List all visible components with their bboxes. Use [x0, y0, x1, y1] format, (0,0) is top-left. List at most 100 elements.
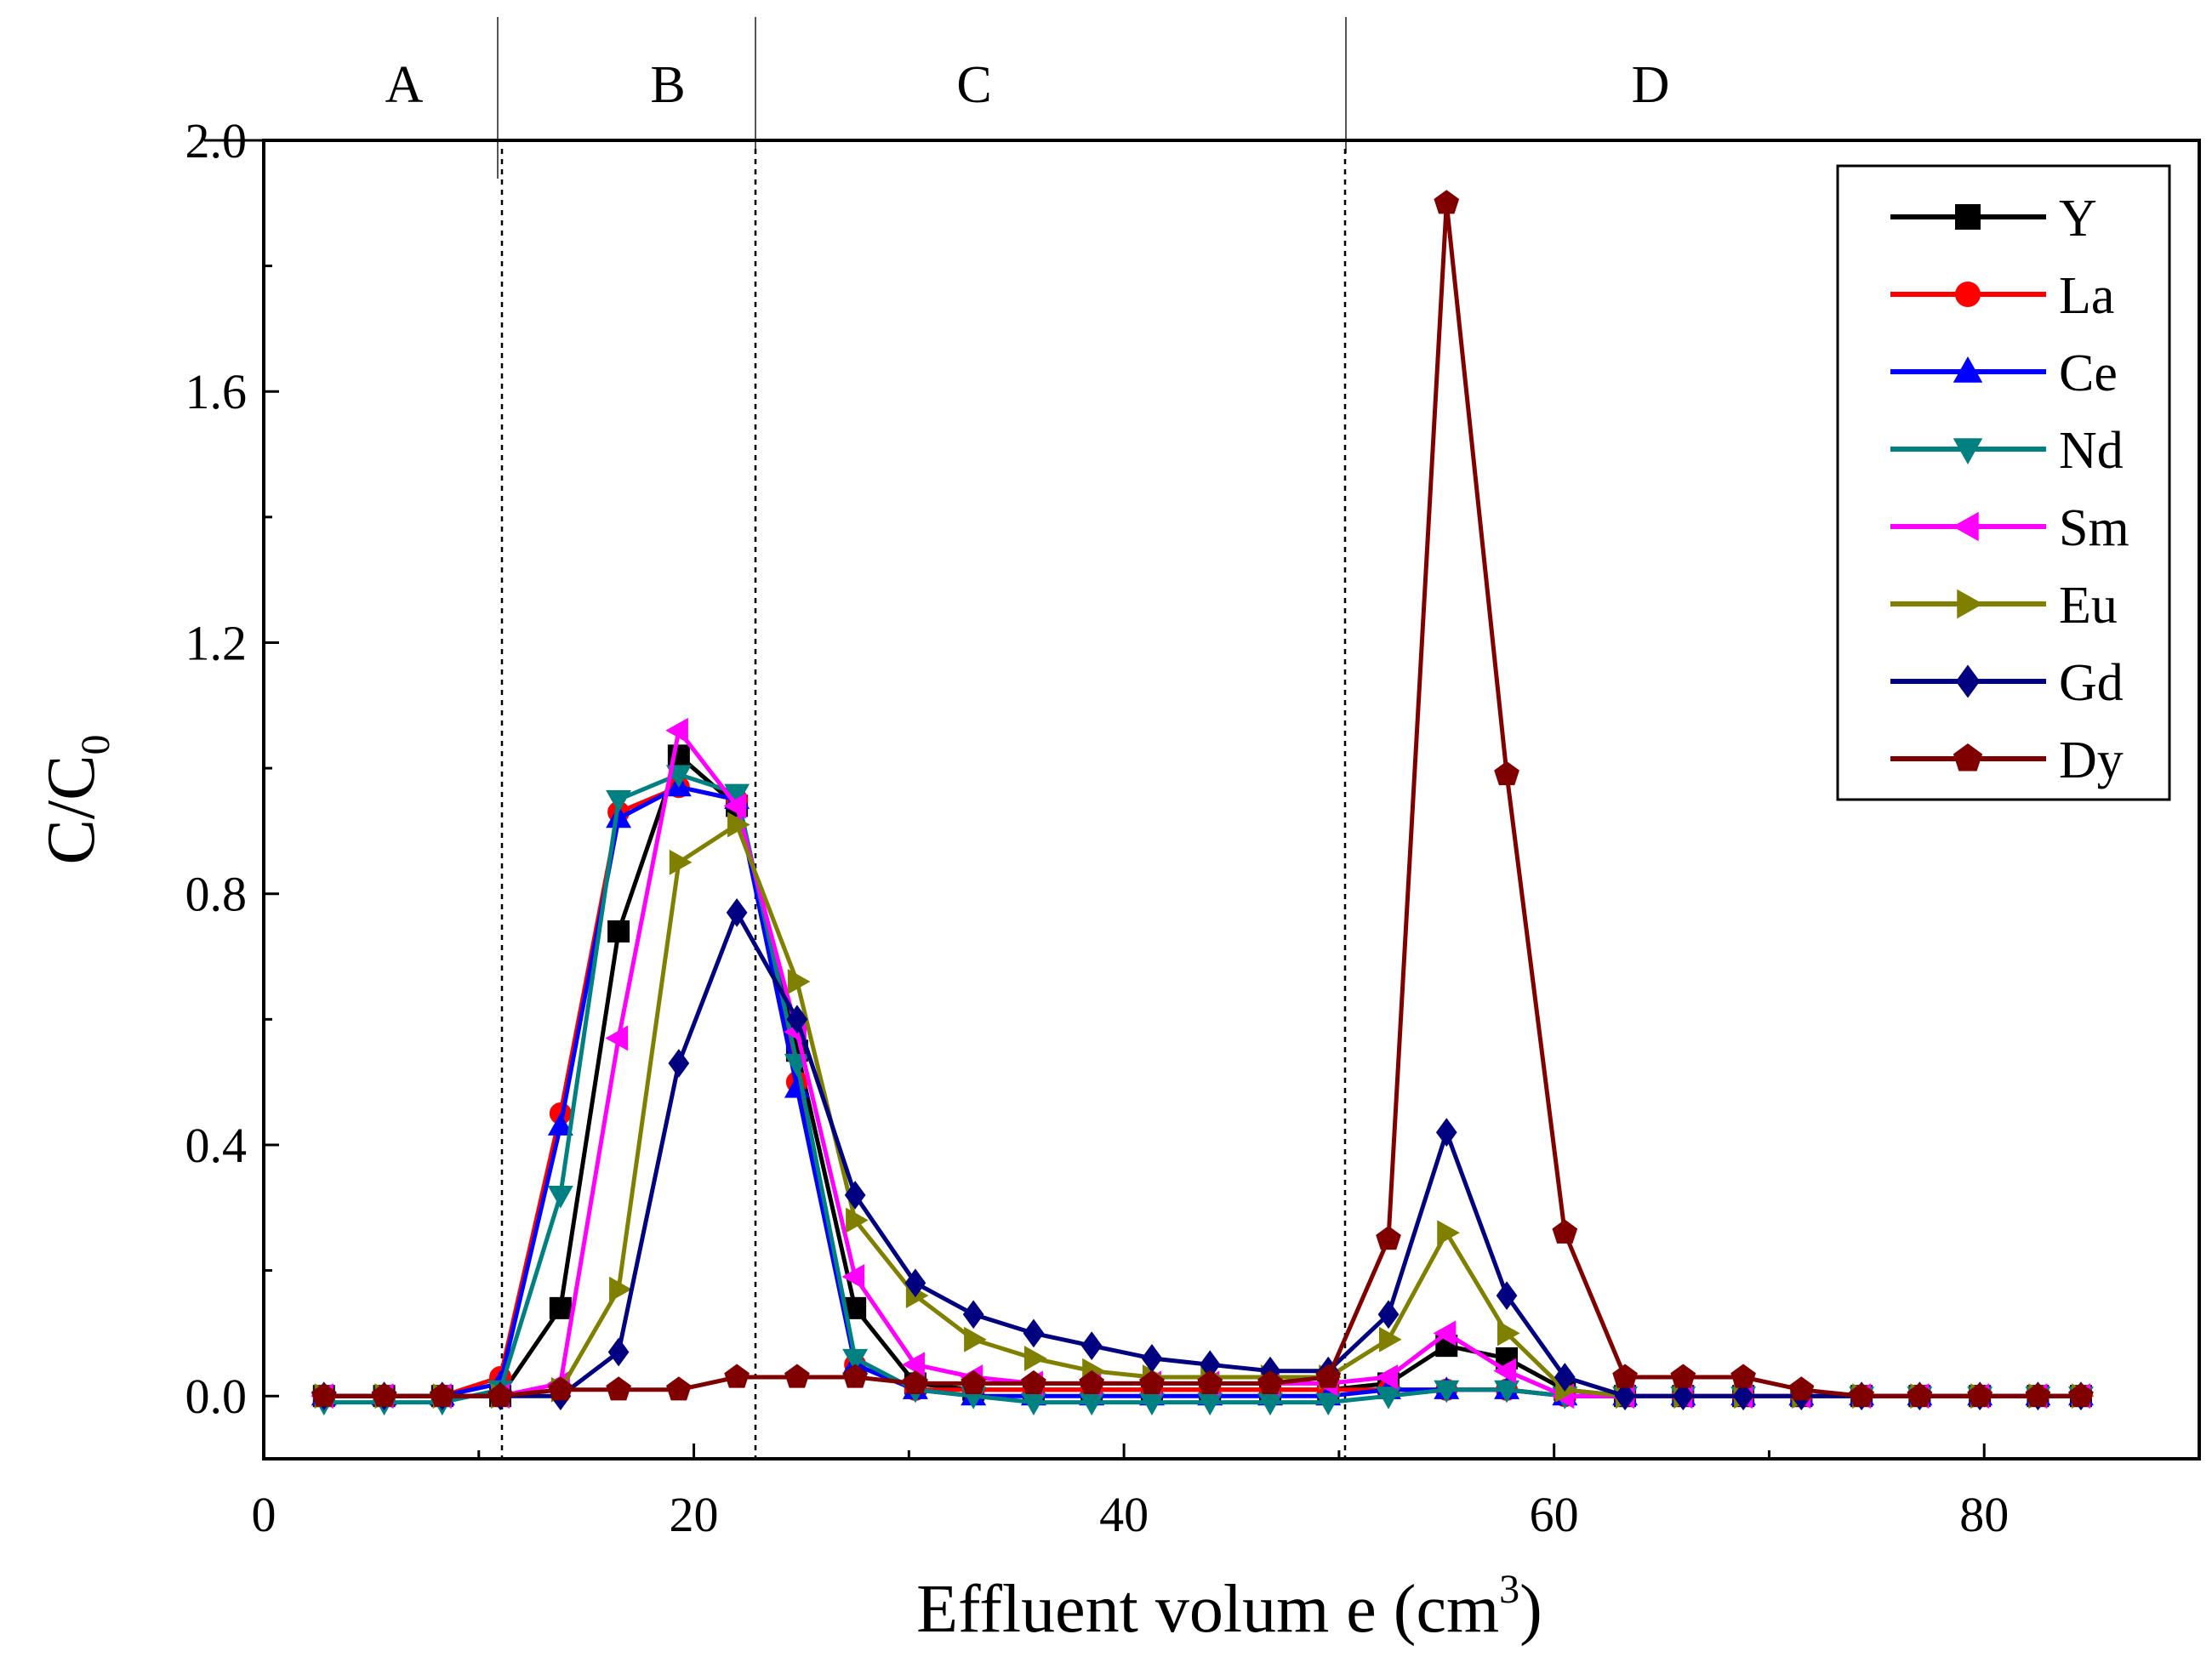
legend-marker [1953, 356, 1983, 383]
data-point-dy [1079, 1369, 1105, 1395]
x-tick-label: 60 [1530, 1487, 1579, 1542]
data-point-dy [1788, 1376, 1815, 1401]
legend: Y La Ce Nd Sm Eu Gd Dy [1836, 164, 2171, 801]
data-point-dy [1494, 760, 1519, 786]
legend-marker [1955, 664, 1981, 698]
data-point-dy [903, 1369, 928, 1395]
legend-marker [1955, 204, 1981, 230]
data-point-eu [727, 811, 750, 838]
data-point-nd [547, 1185, 573, 1209]
region-label-d: D [1632, 56, 1670, 114]
data-point-eu [609, 1276, 632, 1302]
data-point-sm [1375, 1364, 1399, 1390]
data-point-ce [547, 1113, 573, 1136]
data-point-gd [1672, 1381, 1694, 1411]
legend-item-ce: Ce [1890, 344, 2118, 402]
data-point-dy [1139, 1369, 1165, 1395]
data-point-dy [1376, 1226, 1401, 1250]
data-point-gd [726, 897, 748, 927]
data-point-nd [1079, 1392, 1105, 1416]
legend-label: La [2059, 267, 2114, 325]
x-tick-label: 40 [1099, 1487, 1149, 1542]
x-axis-title-sup: 3 [1499, 1567, 1519, 1612]
region-label-b: B [650, 56, 685, 114]
data-point-dy [784, 1364, 810, 1388]
data-point-gd [844, 1181, 866, 1210]
data-point-sm [1493, 1358, 1517, 1384]
x-axis-title: Effluent volum e (cm3) [916, 1567, 1542, 1647]
data-point-dy [429, 1382, 455, 1407]
data-point-dy [961, 1369, 987, 1395]
data-point-dy [1434, 190, 1460, 214]
data-point-gd [786, 1005, 808, 1034]
legend-marker [1953, 511, 1979, 542]
legend-label: Sm [2059, 499, 2129, 557]
legend-label: Dy [2059, 732, 2124, 789]
data-point-dy [1730, 1364, 1756, 1388]
data-point-gd [1496, 1281, 1518, 1310]
data-point-dy [487, 1382, 513, 1407]
data-point-ce [606, 805, 632, 828]
y-tick-label: 2.0 [185, 113, 248, 168]
data-point-dy [1257, 1369, 1283, 1395]
legend-label: Y [2059, 190, 2097, 248]
y-tick-label: 1.6 [185, 364, 248, 419]
data-point-dy [1670, 1364, 1696, 1388]
data-point-sm [605, 1025, 629, 1051]
legend-label: Nd [2059, 422, 2124, 480]
data-point-sm [665, 717, 688, 743]
data-point-gd [1023, 1318, 1045, 1348]
data-point-dy [371, 1382, 397, 1407]
x-tick-label: 80 [1959, 1487, 2009, 1542]
x-tick-label: 20 [670, 1487, 719, 1542]
data-point-dy [547, 1376, 573, 1401]
data-point-sm [723, 793, 747, 819]
data-point-gd [1199, 1350, 1221, 1380]
data-point-eu [1378, 1326, 1402, 1352]
data-point-gd [1377, 1300, 1400, 1330]
data-point-nd [1494, 1380, 1520, 1404]
data-point-gd [962, 1300, 984, 1330]
data-point-gd [1554, 1363, 1576, 1392]
region-label-c: C [956, 56, 991, 114]
data-point-dy [1849, 1382, 1874, 1407]
y-tick-label: 0.8 [185, 867, 248, 922]
data-point-eu [1437, 1220, 1460, 1246]
data-point-gd [904, 1268, 926, 1298]
legend-item-dy: Dy [1890, 732, 2124, 789]
series-layer [311, 190, 2095, 1416]
data-point-gd [668, 1049, 690, 1078]
data-point-eu [964, 1326, 987, 1352]
data-point-nd [724, 783, 750, 807]
x-axis-title-close: ) [1519, 1572, 1542, 1647]
data-point-eu [1497, 1320, 1520, 1347]
legend-item-y: Y [1890, 190, 2097, 248]
data-point-nd [1257, 1392, 1283, 1416]
y-axis-title-sub: 0 [73, 735, 118, 755]
data-point-dy [1021, 1369, 1046, 1395]
data-point-gd [1614, 1381, 1636, 1411]
data-point-gd [1435, 1118, 1457, 1147]
data-point-dy [606, 1376, 631, 1401]
y-axis-title-main: C/C [34, 755, 109, 865]
data-point-nd [1315, 1392, 1342, 1416]
data-point-dy [724, 1364, 750, 1388]
data-point-nd [1434, 1380, 1460, 1404]
legend-marker [1953, 438, 1983, 464]
legend-item-la: La [1890, 267, 2114, 325]
data-point-dy [1197, 1369, 1223, 1395]
region-label-a: A [385, 56, 424, 114]
data-point-gd [1141, 1344, 1163, 1373]
y-tick-label: 0.4 [185, 1118, 248, 1173]
x-tick-label: 0 [252, 1487, 276, 1542]
legend-box [1836, 164, 2171, 801]
legend-item-nd: Nd [1890, 422, 2124, 480]
legend-label: Eu [2059, 577, 2118, 635]
legend-item-gd: Gd [1890, 654, 2124, 712]
data-point-dy [1907, 1382, 1933, 1407]
x-axis-title-main: Effluent volum e (cm [916, 1572, 1499, 1647]
data-point-eu [846, 1207, 869, 1233]
data-point-nd [1197, 1392, 1223, 1416]
data-point-eu [669, 849, 693, 875]
tick-layer: 0 20 40 60 80 0.0 0.4 0.8 1.2 1.6 2.0 [185, 113, 2010, 1542]
